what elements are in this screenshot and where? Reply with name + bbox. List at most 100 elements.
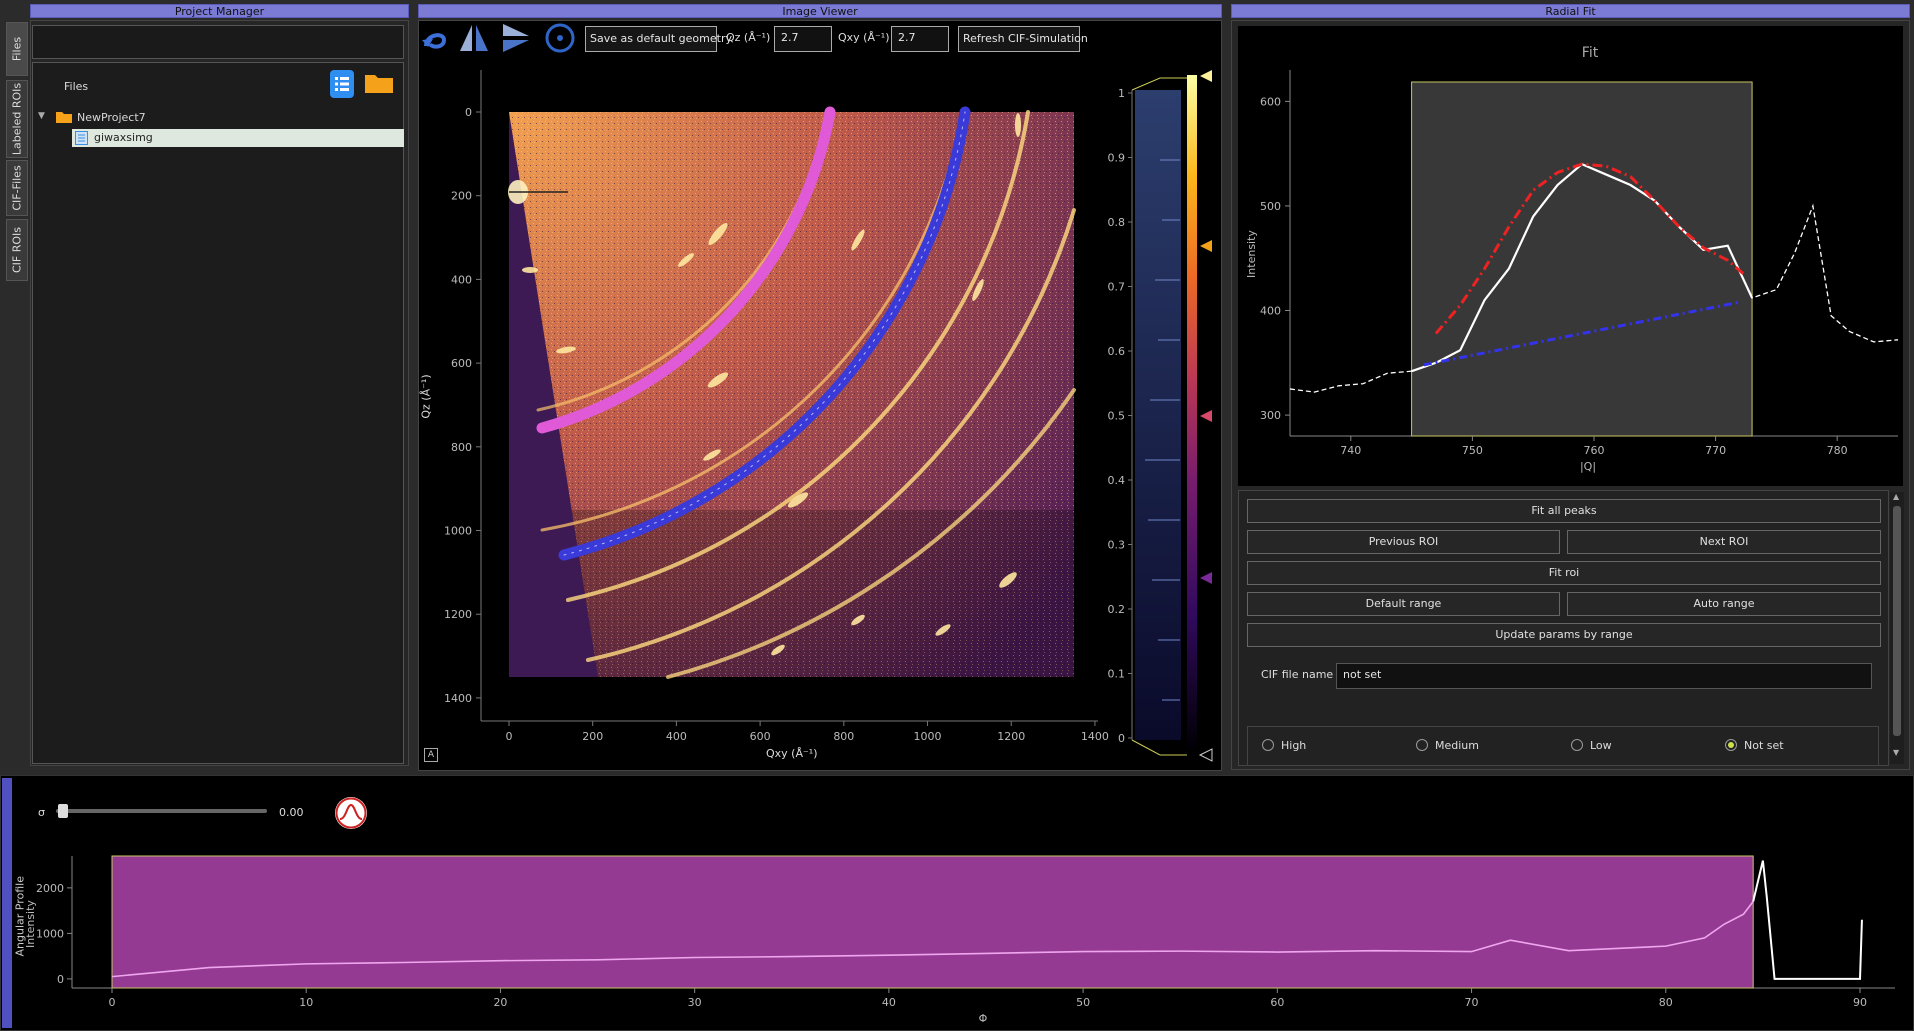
colorbar-tick-label: 0.5	[1108, 410, 1126, 423]
y-axis-label: Qz (Å⁻¹)	[419, 374, 433, 419]
angular-x-tick-label: 40	[882, 996, 896, 1009]
giwaxs-image-plot[interactable]: 0 200 400 600 800 1000 1200 1400 0 200 400 600 800 1…	[418, 60, 1118, 771]
roi-ring-pink	[536, 106, 836, 434]
update-params-button[interactable]: Update params by range	[1247, 623, 1881, 647]
fit-roi-button[interactable]: Fit roi	[1247, 561, 1881, 585]
tab-cif-rois[interactable]: CIF ROIs	[6, 219, 28, 281]
radio-low[interactable]	[1571, 739, 1583, 751]
expand-arrow-icon: ▼	[38, 111, 45, 121]
default-range-button[interactable]: Default range	[1247, 592, 1560, 616]
fit-x-tick-label: 750	[1462, 444, 1483, 457]
radio-low-label: Low	[1590, 739, 1612, 752]
folder-icon[interactable]	[364, 72, 394, 97]
y-tick-label: 1200	[444, 608, 472, 621]
y-tick-label: 200	[451, 190, 472, 203]
sigma-slider[interactable]	[56, 804, 267, 818]
angular-x-tick-label: 50	[1076, 996, 1090, 1009]
color-stop-purple[interactable]	[1200, 572, 1212, 584]
angular-profile-line	[111, 901, 1754, 978]
sigma-slider-handle[interactable]	[58, 804, 68, 818]
rotate-icon[interactable]	[420, 22, 450, 57]
angular-profile-line-outside	[1752, 860, 1863, 980]
flip-vertical-icon[interactable]	[458, 22, 492, 57]
beam-center-icon[interactable]	[544, 22, 576, 57]
cif-file-input[interactable]: not set	[1336, 663, 1872, 689]
radio-high[interactable]	[1262, 739, 1274, 751]
image-file-icon	[75, 131, 88, 145]
refresh-cif-simulation-button[interactable]: Refresh CIF-Simulation	[958, 26, 1088, 52]
peak-fit-icon[interactable]	[335, 797, 367, 829]
detector-shadow	[509, 112, 598, 677]
angular-x-tick-label: 60	[1270, 996, 1284, 1009]
angular-x-tick-label: 80	[1659, 996, 1673, 1009]
flip-horizontal-icon[interactable]	[500, 22, 532, 57]
colorbar-tick-label: 0.1	[1108, 668, 1126, 681]
x-tick-label: 200	[582, 730, 603, 743]
confidence-group	[1247, 726, 1879, 766]
next-roi-button[interactable]: Next ROI	[1567, 530, 1881, 554]
scroll-down-icon[interactable]: ▼	[1893, 748, 1900, 757]
angular-x-tick-label: 0	[109, 996, 116, 1009]
scroll-thumb[interactable]	[1893, 506, 1901, 736]
tab-files[interactable]: Files	[6, 22, 28, 76]
color-stop-red[interactable]	[1200, 410, 1212, 422]
fit-x-tick-label: 770	[1705, 444, 1726, 457]
fit-controls-scrollbar[interactable]: ▲ ▼	[1890, 492, 1904, 764]
angular-profile-chart[interactable]: 0 10 20 30 40 50 60 70 80 90 2000 1000 0 Φ Intensit…	[20, 848, 1914, 1028]
qz-input[interactable]: 2.7	[774, 26, 832, 52]
files-list-area	[32, 62, 404, 764]
tab-labeled-rois[interactable]: Labeled ROIs	[6, 80, 28, 158]
fit-x-tick-label: 760	[1584, 444, 1605, 457]
colorbar-tick-label: 0.4	[1108, 474, 1126, 487]
radio-not-set-label: Not set	[1744, 739, 1784, 752]
sigma-label: σ	[38, 806, 45, 819]
fit-x-tick-label: 780	[1827, 444, 1848, 457]
tab-cif-files[interactable]: CIF-Files	[6, 160, 28, 216]
fit-chart-title: Fit	[1582, 45, 1599, 61]
angular-x-tick-label: 30	[688, 996, 702, 1009]
qxy-input[interactable]: 2.7	[891, 26, 949, 52]
sigma-value: 0.00	[279, 806, 304, 819]
list-view-icon[interactable]	[330, 70, 354, 98]
tree-row-file[interactable]: giwaxsimg	[72, 129, 404, 147]
color-stop-orange[interactable]	[1200, 240, 1212, 252]
folder-icon	[56, 112, 72, 123]
x-tick-label: 800	[833, 730, 854, 743]
radio-not-set[interactable]	[1725, 739, 1737, 751]
radial-fit-chart[interactable]: Fit 740 750 760 770 780 600 500 400 300 |Q| Int…	[1238, 26, 1903, 486]
x-axis-label: Qxy (Å⁻¹)	[766, 747, 818, 760]
project-search-box[interactable]	[32, 25, 404, 59]
colorbar-tick-label: 0.8	[1108, 216, 1126, 229]
files-label: Files	[64, 80, 89, 93]
radio-high-label: High	[1281, 739, 1307, 752]
y-tick-label: 0	[465, 106, 472, 119]
scroll-up-icon[interactable]: ▲	[1893, 492, 1900, 501]
angular-y-tick-label: 2000	[36, 882, 64, 895]
project-name: NewProject7	[77, 111, 146, 124]
fit-x-axis-label: |Q|	[1580, 460, 1596, 473]
fit-y-tick-label: 300	[1260, 409, 1281, 422]
colorbar-tick-label: 0.6	[1108, 345, 1126, 358]
auto-scale-button[interactable]: A	[424, 748, 438, 762]
colorbar-tick-label: 1	[1118, 87, 1125, 100]
radio-medium[interactable]	[1416, 739, 1428, 751]
angular-y-tick-label: 0	[57, 973, 64, 986]
colorbar-tick-label: 0.3	[1108, 539, 1126, 552]
colorbar-histogram[interactable]: 1 0.9 0.8 0.7 0.6 0.5 0.4 0.3 0.2 0.1 0	[1100, 60, 1222, 771]
previous-roi-button[interactable]: Previous ROI	[1247, 530, 1560, 554]
x-tick-label: 1200	[997, 730, 1025, 743]
raw-data-line-outside	[1289, 163, 1899, 393]
fit-y-tick-label: 400	[1260, 305, 1281, 318]
x-tick-label: 1000	[914, 730, 942, 743]
save-default-geometry-button[interactable]: Save as default geometry	[585, 26, 732, 52]
fit-all-peaks-button[interactable]: Fit all peaks	[1247, 499, 1881, 523]
tree-row-project[interactable]: ▼ NewProject7	[38, 110, 398, 126]
angular-y-axis-label: Intensity	[24, 900, 37, 948]
x-tick-label: 600	[750, 730, 771, 743]
file-name: giwaxsimg	[94, 131, 153, 144]
y-tick-label: 400	[451, 273, 472, 286]
angular-profile-side-tab[interactable]	[2, 778, 12, 1028]
x-tick-label: 0	[506, 730, 513, 743]
fit-y-tick-label: 600	[1260, 95, 1281, 108]
auto-range-button[interactable]: Auto range	[1567, 592, 1881, 616]
